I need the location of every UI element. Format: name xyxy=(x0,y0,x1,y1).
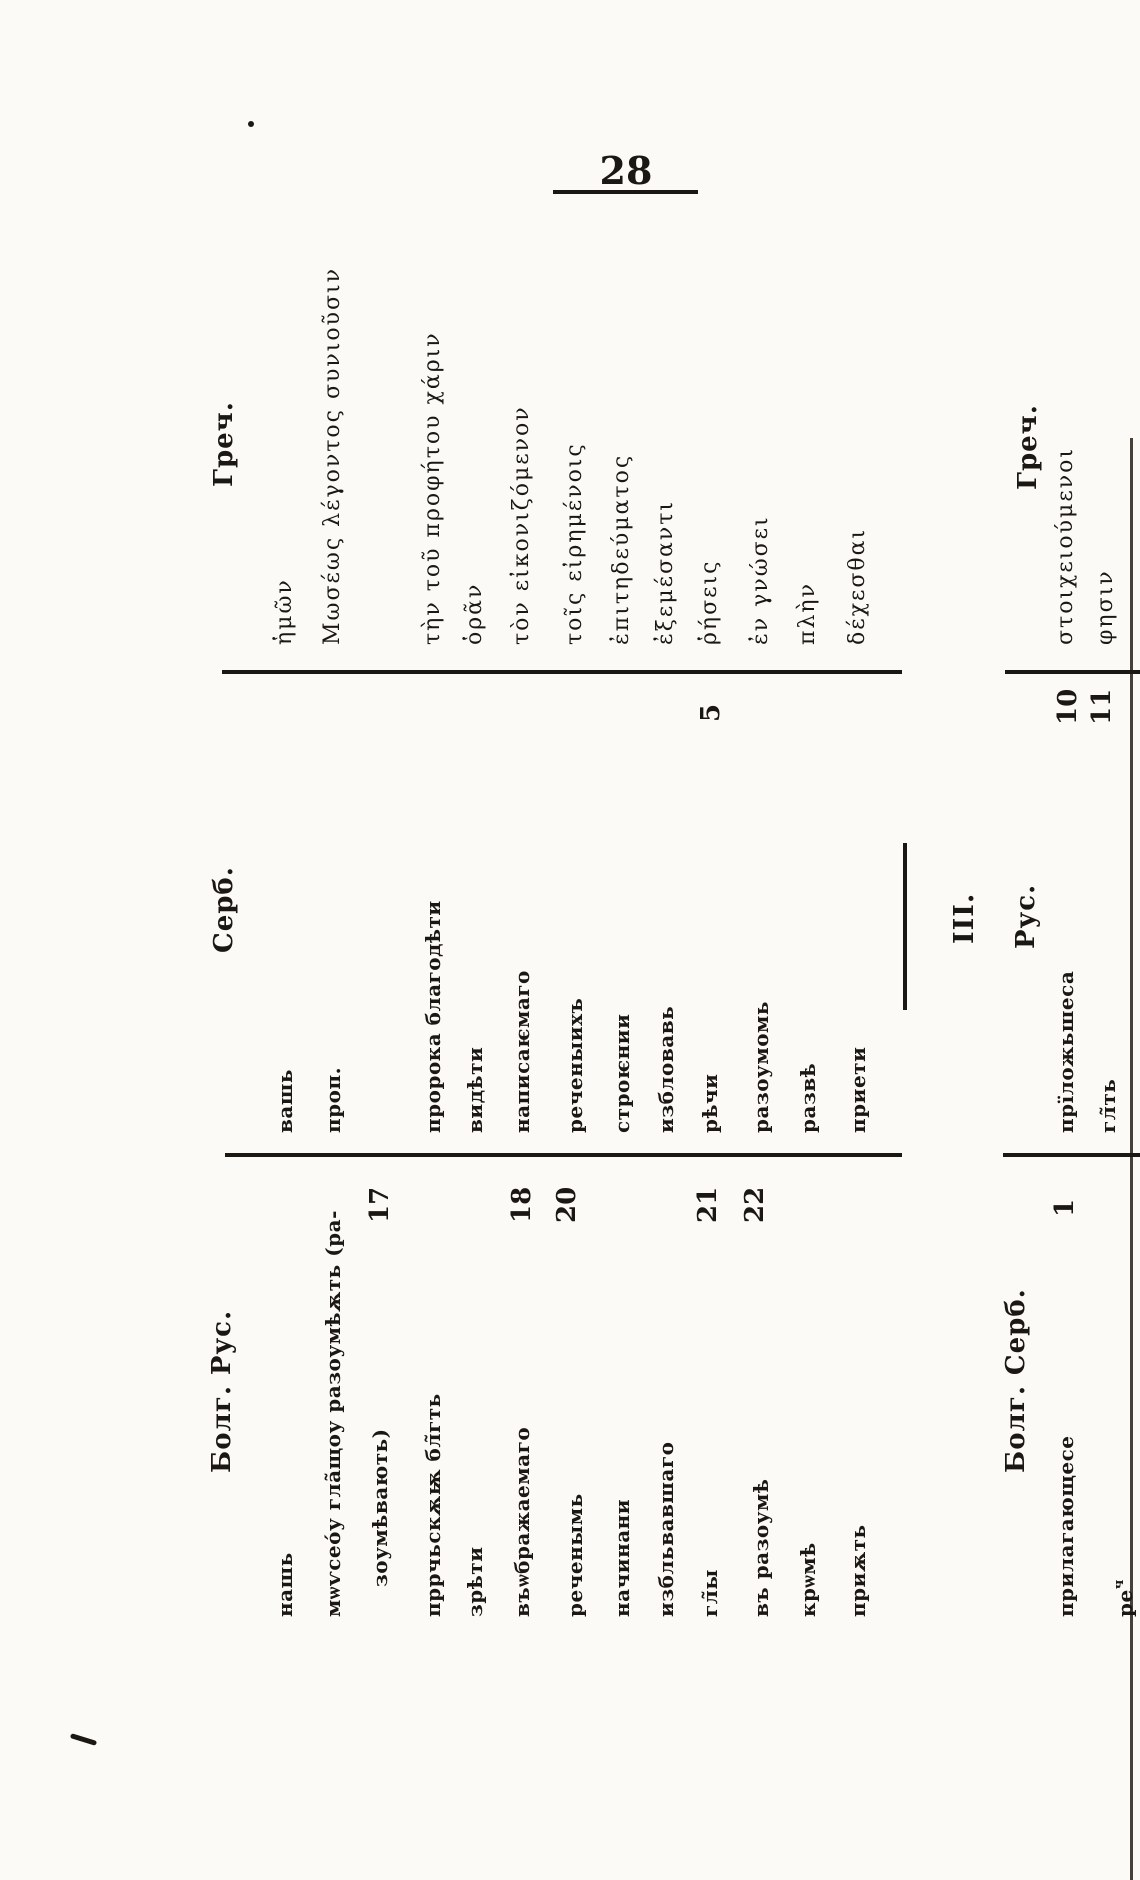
t1-bg-word: гл̃ы xyxy=(698,1569,722,1617)
t3-gr-word: στοιχειούμενοι xyxy=(1053,447,1078,645)
t1-gr-word: ὁρᾶν xyxy=(462,582,487,645)
t1-line-number: 18 xyxy=(507,1186,537,1223)
t3-bg-word: реч xyxy=(1105,1580,1140,1617)
t1-sr-word: развѣ xyxy=(796,1062,820,1133)
t1-sr-word: разоумомь xyxy=(749,1000,773,1133)
t3-header-rus: Рус. xyxy=(1011,883,1041,949)
t1-sr-word: избловавь xyxy=(654,1005,678,1133)
t1-sr-word: проп. xyxy=(321,1066,345,1133)
t1-bg-word: нашь xyxy=(273,1552,297,1617)
t1-sr-word: приети xyxy=(846,1046,870,1133)
t1-header-grech: Греч. xyxy=(209,401,239,487)
t1-gr-word: ἐπιτηδεύματος xyxy=(609,453,634,645)
t1-gr-word: δέχεσθαι xyxy=(845,527,870,645)
t1-header-bulg-rus: Болг. Рус. xyxy=(207,1309,237,1473)
t1-sr-word: видѣти xyxy=(463,1046,487,1133)
page-number: 28 xyxy=(599,148,653,193)
t1-sr-word: реченыихъ xyxy=(563,997,587,1133)
section-divider-rule xyxy=(903,843,907,1010)
t1-bg-word: реченымь xyxy=(563,1493,587,1617)
t3-header-bulg-serb: Болг. Серб. xyxy=(1001,1288,1031,1473)
t1-bg-word: мѡѵсео́у гла̃щоу разоумѣѫть (ра- xyxy=(321,1210,345,1617)
t3-bg-word: прилагающесе xyxy=(1054,1435,1078,1617)
t1-sr-word: пророка благодѣти xyxy=(421,900,445,1133)
t3-header-grech: Греч. xyxy=(1013,404,1043,490)
t1-header-serb: Серб. xyxy=(209,866,239,953)
section-heading: III. xyxy=(949,892,980,944)
t3-bg-word-base: ре xyxy=(1113,1589,1137,1617)
t1-line-number: 5 xyxy=(696,703,726,722)
t1-rule-grech xyxy=(222,670,902,674)
t1-bg-word: избльвавшаго xyxy=(654,1441,678,1617)
t1-bg-word: приѫть xyxy=(846,1524,870,1617)
t3-ru-word: прїложьшеса xyxy=(1054,970,1078,1133)
t1-gr-word: τὸν εἰκονιζόμενον xyxy=(509,405,534,645)
t1-bg-word: зрѣти xyxy=(463,1546,487,1617)
t1-sr-word: написаѥмаго xyxy=(510,970,534,1133)
t1-gr-word: ἡμῶν xyxy=(272,578,297,645)
t1-bg-word: крѡмѣ xyxy=(796,1542,820,1617)
t1-bg-word: начинани xyxy=(610,1498,634,1617)
t1-gr-word: τοῖς εἰρημένοις xyxy=(562,442,587,645)
t3-bg-word-superscript: ч xyxy=(1112,1579,1127,1590)
t1-sr-word: строѥнии xyxy=(610,1013,634,1133)
t3-line-number: 1 xyxy=(1050,1198,1080,1217)
t1-line-number: 22 xyxy=(740,1186,770,1223)
page-number-rule xyxy=(553,190,698,194)
t1-rule-serb xyxy=(225,1153,902,1157)
t1-bg-word-cont: зоумѣвають) xyxy=(368,1428,392,1587)
t1-sr-word: вашь xyxy=(273,1069,297,1133)
t3-line-number: 10 xyxy=(1053,688,1083,725)
t1-line-number: 21 xyxy=(693,1186,723,1223)
t3-line-number: 11 xyxy=(1087,688,1117,725)
t1-line-number: 17 xyxy=(365,1186,395,1223)
t1-gr-word: ῥήσεις xyxy=(697,559,722,645)
t3-ru-word: гл̃ть xyxy=(1096,1078,1120,1133)
t1-gr-word: ἐξεμέσαντι xyxy=(653,499,678,645)
t1-bg-word: въ разоумѣ xyxy=(749,1478,773,1618)
t1-bg-word: пррчьскѫѭ бл̃гть xyxy=(421,1393,445,1617)
t1-gr-word: πλὴν xyxy=(795,582,820,645)
t1-bg-word: въѡбражаемаго xyxy=(510,1426,534,1617)
t1-gr-word: Μωσέως λέγοντος συνιοῦσιν xyxy=(320,266,345,645)
t3-gr-word: φησιν xyxy=(1093,569,1118,645)
ink-dot-mark xyxy=(248,121,254,127)
t3-rule-rus xyxy=(1003,1153,1140,1157)
t3-rule-grech xyxy=(1005,670,1140,674)
t1-sr-word: рѣчи xyxy=(698,1073,722,1133)
t1-gr-word: ἐν γνώσει xyxy=(748,515,773,645)
t1-line-number: 20 xyxy=(552,1186,582,1223)
t1-gr-word: τὴν τοῦ προφήτου χάριν xyxy=(420,331,445,645)
page-edge-shadow xyxy=(1130,438,1133,1880)
